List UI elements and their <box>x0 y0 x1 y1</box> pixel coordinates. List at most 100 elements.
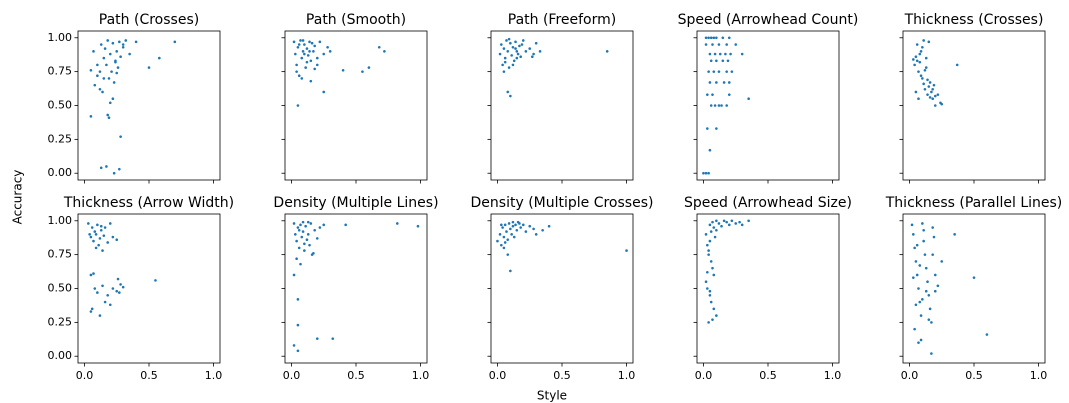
point <box>118 167 121 171</box>
point <box>304 224 307 228</box>
y-tick-label: 1.00 <box>48 214 73 227</box>
point <box>305 60 309 64</box>
point <box>707 253 710 256</box>
point <box>704 43 708 46</box>
point <box>706 93 709 96</box>
point <box>116 66 120 69</box>
y-axis-label: Accuracy <box>11 170 25 225</box>
x-tick-label: 0.5 <box>347 369 365 382</box>
axes-frame <box>490 30 634 181</box>
point <box>928 96 932 99</box>
point <box>919 338 923 342</box>
point <box>111 235 115 239</box>
subplot-title: Speed (Arrowhead Size) <box>684 195 852 211</box>
point <box>96 291 99 294</box>
point <box>294 52 297 56</box>
point <box>292 273 296 277</box>
point <box>498 52 502 56</box>
point <box>528 47 532 50</box>
point <box>534 233 538 236</box>
point <box>111 287 115 290</box>
point <box>506 90 510 94</box>
point <box>913 63 916 67</box>
point <box>108 101 112 105</box>
point <box>106 241 109 244</box>
point <box>927 85 931 88</box>
point <box>936 284 940 288</box>
point <box>926 78 929 82</box>
point <box>112 81 116 84</box>
point <box>297 246 301 250</box>
point <box>383 50 386 53</box>
point <box>927 318 931 321</box>
point <box>520 43 524 46</box>
point <box>147 66 151 69</box>
point <box>514 40 517 44</box>
point <box>299 39 302 42</box>
point <box>519 55 522 59</box>
point <box>915 59 919 63</box>
point <box>308 50 311 53</box>
point <box>106 293 109 297</box>
point <box>98 237 102 240</box>
point <box>711 43 714 46</box>
point <box>313 228 316 232</box>
point <box>914 260 918 263</box>
point <box>720 224 723 228</box>
point <box>923 253 927 256</box>
point <box>706 127 709 130</box>
point <box>709 260 713 263</box>
point <box>715 228 718 232</box>
point <box>727 223 731 227</box>
point <box>304 66 307 69</box>
point <box>930 321 933 324</box>
x-tick-label: 1.0 <box>412 369 430 382</box>
point <box>292 222 296 225</box>
point <box>93 230 97 233</box>
point <box>108 52 112 56</box>
point <box>923 68 927 72</box>
point <box>717 222 721 225</box>
point <box>301 39 305 42</box>
point <box>506 253 510 256</box>
point <box>740 52 744 56</box>
axes-frame <box>696 30 840 181</box>
point <box>173 40 177 44</box>
x-tick-label: 0.5 <box>553 369 571 382</box>
point <box>722 81 726 84</box>
point <box>704 36 708 40</box>
point <box>510 54 513 57</box>
point <box>516 52 520 56</box>
point <box>721 36 725 40</box>
point <box>502 235 506 239</box>
point <box>918 52 922 56</box>
point <box>103 226 107 229</box>
point <box>297 228 301 232</box>
x-tick-label: 0.0 <box>283 369 301 382</box>
point <box>503 60 507 64</box>
point <box>312 50 315 53</box>
point <box>506 238 510 242</box>
point <box>94 233 98 236</box>
point <box>89 235 93 239</box>
subplot-title: Path (Freeform) <box>508 12 616 28</box>
point <box>924 56 928 60</box>
point <box>318 226 322 229</box>
point <box>367 66 371 69</box>
point <box>715 314 718 317</box>
point <box>534 41 538 45</box>
point <box>725 70 728 73</box>
point <box>711 266 714 270</box>
point <box>313 67 316 71</box>
point <box>110 70 113 73</box>
point <box>496 239 499 243</box>
point <box>708 52 712 56</box>
y-tick-label: 0.00 <box>48 349 73 362</box>
point <box>124 39 128 42</box>
point <box>299 223 302 227</box>
point <box>509 41 512 45</box>
point <box>377 45 381 49</box>
point <box>715 36 718 40</box>
point <box>740 223 744 227</box>
